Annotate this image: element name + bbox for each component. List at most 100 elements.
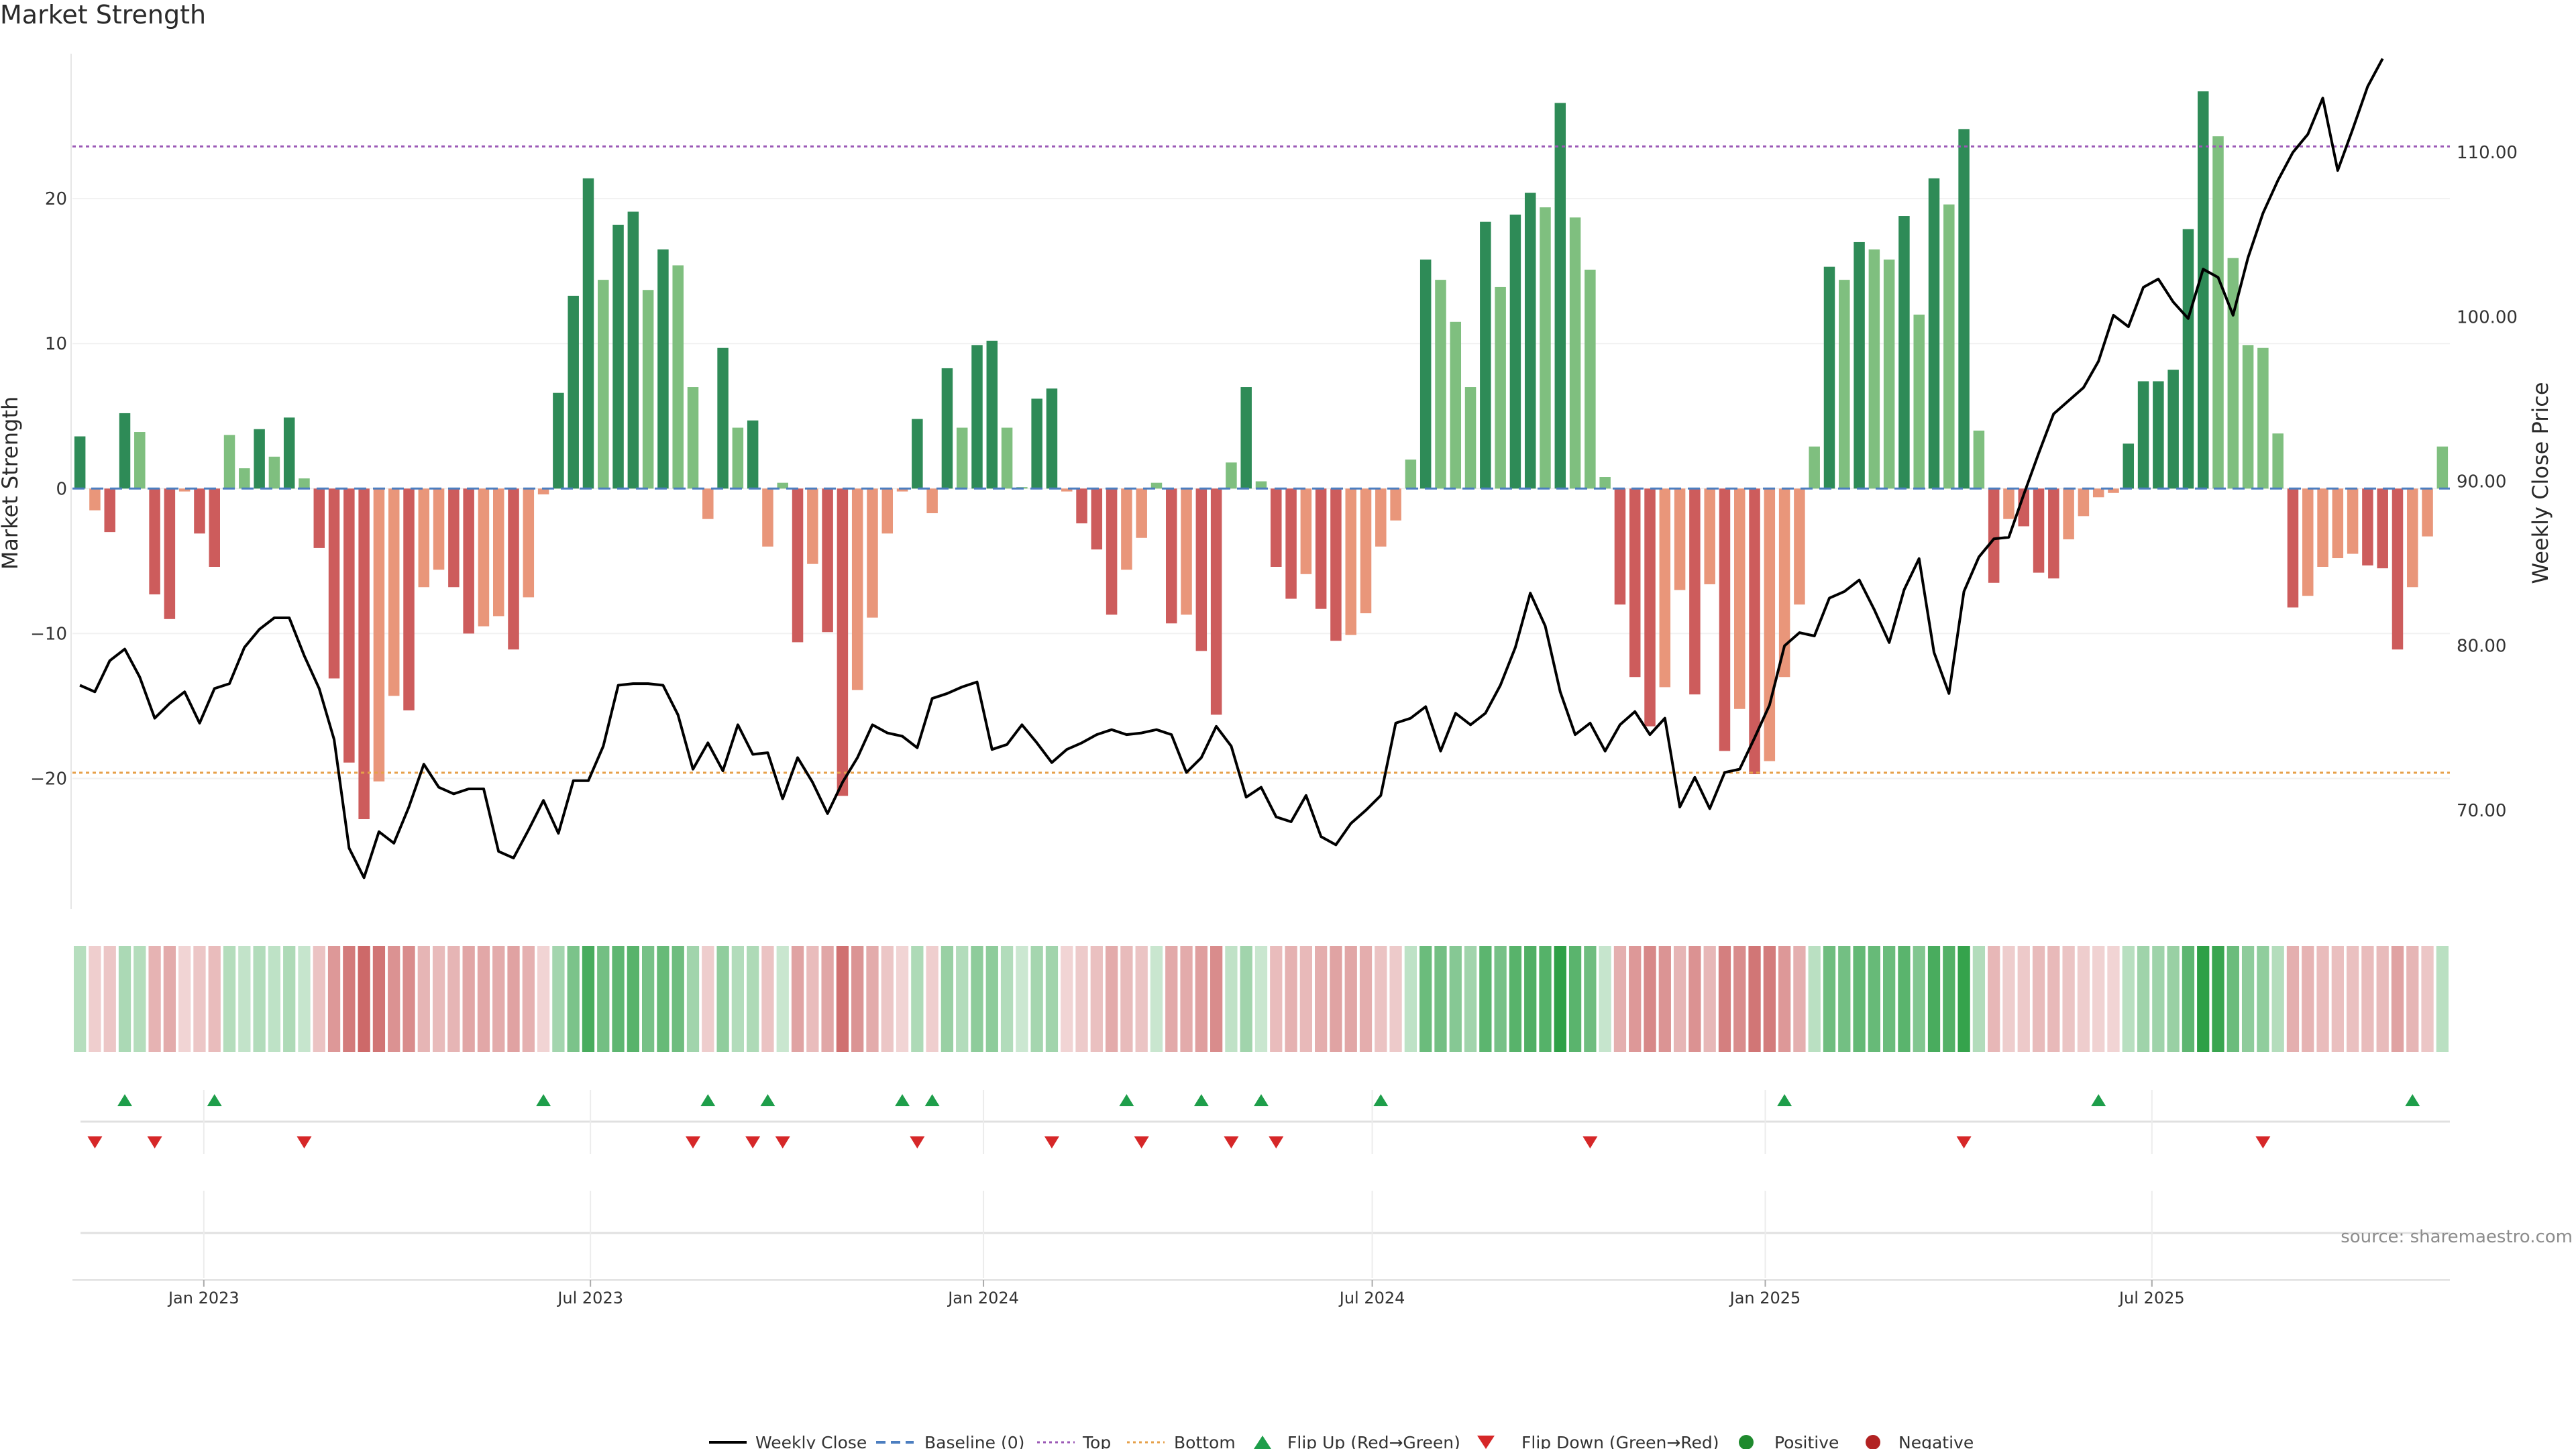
strength-bar xyxy=(642,290,654,489)
heat-cell xyxy=(627,946,639,1052)
strength-bar xyxy=(433,488,445,570)
flip-panel-gridlines xyxy=(203,1090,2153,1154)
strength-bar xyxy=(1046,388,1058,489)
heat-cell xyxy=(1270,946,1283,1052)
legend-flip-down-icon xyxy=(1477,1436,1495,1449)
y-axis-right-title: Weekly Close Price xyxy=(2528,382,2553,584)
heat-cell xyxy=(1389,946,1402,1052)
heat-cell xyxy=(582,946,595,1052)
strength-bar xyxy=(971,345,983,489)
heat-cell xyxy=(1030,946,1043,1052)
strength-bar xyxy=(717,347,729,489)
strength-bar xyxy=(1450,321,1462,489)
strength-bar xyxy=(2392,488,2404,650)
heat-cell xyxy=(2047,946,2060,1052)
strength-bar xyxy=(2123,443,2135,489)
heat-cell xyxy=(1703,946,1716,1052)
strength-bar xyxy=(313,488,325,548)
strength-bar xyxy=(194,488,205,534)
strength-bar xyxy=(941,368,953,489)
strength-bar xyxy=(837,488,849,796)
strength-bar xyxy=(1599,477,1611,489)
heat-cell xyxy=(537,946,550,1052)
strength-bar xyxy=(134,432,146,489)
heat-cell xyxy=(2436,946,2449,1052)
strength-bar xyxy=(1898,216,1910,489)
strength-bar xyxy=(1315,488,1327,609)
y-axis-left-title: Market Strength xyxy=(0,396,23,570)
heat-cell xyxy=(193,946,206,1052)
heat-cell xyxy=(791,946,804,1052)
chart-title: Market Strength xyxy=(0,0,207,30)
strength-bar xyxy=(1285,488,1297,599)
flip-down-marker xyxy=(775,1136,790,1148)
heat-cell xyxy=(1090,946,1103,1052)
heat-cell xyxy=(2137,946,2150,1052)
heat-cell xyxy=(941,946,954,1052)
heat-cell xyxy=(1285,946,1297,1052)
strength-bar xyxy=(777,482,788,489)
heat-cell xyxy=(2002,946,2015,1052)
heat-cell xyxy=(148,946,161,1052)
strength-bar xyxy=(1390,488,1401,521)
strength-bar xyxy=(1106,488,1118,615)
flip-down-marker xyxy=(147,1136,162,1148)
strength-bar xyxy=(1001,427,1013,489)
strength-bar xyxy=(74,436,86,489)
strength-bar xyxy=(1136,488,1147,538)
heat-cell xyxy=(327,946,341,1052)
heat-cell xyxy=(1120,946,1133,1052)
heat-cell xyxy=(432,946,445,1052)
strength-bar xyxy=(1704,488,1715,584)
strength-bar xyxy=(627,211,639,489)
heat-cell xyxy=(1419,946,1432,1052)
strength-bar xyxy=(2257,347,2269,489)
x-tick-label: Jan 2023 xyxy=(167,1289,239,1307)
heat-cell xyxy=(1629,946,1642,1052)
strength-bar xyxy=(2063,488,2074,539)
strength-bar xyxy=(358,488,370,820)
flip-down-marker xyxy=(1134,1136,1149,1148)
heat-cell xyxy=(402,946,415,1052)
strength-bar xyxy=(1435,280,1446,489)
strength-bar xyxy=(508,488,519,650)
strength-bar xyxy=(268,456,280,489)
strength-bar xyxy=(672,265,684,489)
strength-bar xyxy=(1585,269,1596,489)
strength-bar xyxy=(881,488,894,534)
heat-cell xyxy=(1913,946,1925,1052)
heat-cell xyxy=(2271,946,2284,1052)
strength-bar xyxy=(149,488,160,595)
flip-up-marker xyxy=(536,1094,551,1106)
heat-cell xyxy=(1000,946,1014,1052)
heat-cell xyxy=(1180,946,1193,1052)
heat-cell xyxy=(89,946,101,1052)
y-axis-right-ticks: 70.00 80.00 90.00 100.00 110.00 xyxy=(2457,143,2518,821)
strength-bar xyxy=(254,429,265,489)
heat-cell xyxy=(2122,946,2135,1052)
heat-cell xyxy=(881,946,894,1052)
flip-down-marker xyxy=(2255,1136,2271,1148)
heat-cell xyxy=(313,946,325,1052)
heat-cell xyxy=(2212,946,2224,1052)
heat-cell xyxy=(1494,946,1507,1052)
strength-bar xyxy=(1734,488,1746,709)
strength-bar xyxy=(523,488,535,598)
strength-bar xyxy=(1150,482,1163,489)
heat-cell xyxy=(2346,946,2359,1052)
strength-bar xyxy=(2302,488,2314,596)
heat-cell xyxy=(1584,946,1597,1052)
strength-bar xyxy=(1629,488,1641,678)
strength-bar xyxy=(448,488,460,588)
strength-bar xyxy=(1928,178,1940,489)
heat-cell xyxy=(208,946,221,1052)
heat-cell xyxy=(2421,946,2434,1052)
strength-bar xyxy=(2407,488,2418,588)
strength-bar xyxy=(568,295,579,489)
heat-cell xyxy=(178,946,191,1052)
legend-baseline-label: Baseline (0) xyxy=(924,1433,1024,1449)
heat-cell xyxy=(1105,946,1118,1052)
strength-bar xyxy=(1181,488,1192,615)
flip-down-marker xyxy=(1224,1136,1239,1148)
